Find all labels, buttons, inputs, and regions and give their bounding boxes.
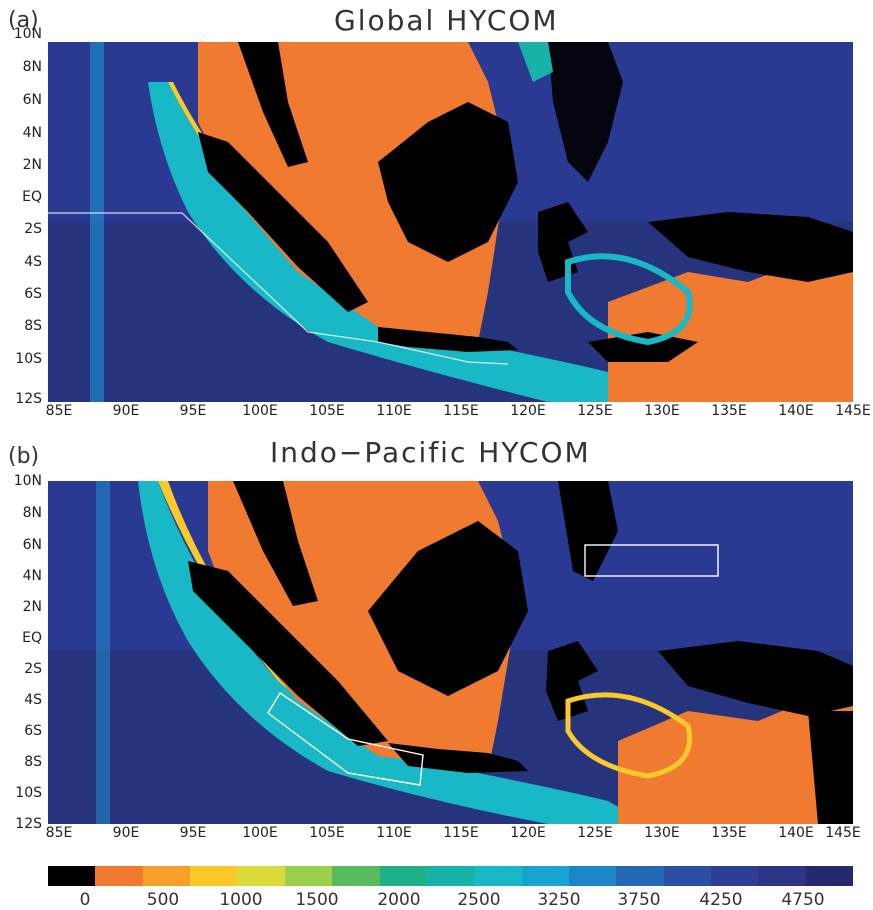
lon-label: 130E (644, 825, 680, 841)
lat-label: 6N (22, 92, 42, 108)
lat-label: 2N (22, 599, 42, 615)
map-global-hycom (48, 42, 853, 402)
bathymetry-map-a (48, 42, 853, 402)
lon-label: 110E (376, 403, 412, 419)
lon-label: 100E (242, 825, 278, 841)
colorbar-swatch (663, 866, 712, 886)
map-indo-pacific-hycom (48, 481, 853, 824)
panel-b-title: Indo−Pacific HYCOM (270, 436, 591, 469)
lat-label: 4S (24, 692, 42, 708)
lon-label: 125E (577, 403, 613, 419)
lon-label: 135E (711, 403, 747, 419)
panel-a-title: Global HYCOM (334, 4, 559, 37)
colorbar-swatch (758, 866, 806, 886)
colorbar-label: 4250 (699, 890, 743, 910)
colorbar-label: 2500 (457, 890, 501, 910)
colorbar-swatch (521, 866, 569, 886)
colorbar-swatch (568, 866, 617, 886)
colorbar-swatch (426, 866, 475, 886)
colorbar-swatch (95, 866, 143, 886)
lat-label: 8N (22, 59, 42, 75)
lat-label: 12S (15, 816, 42, 832)
lon-label: 120E (510, 825, 546, 841)
lon-label: 135E (711, 825, 747, 841)
lon-label: 130E (644, 403, 680, 419)
panel-a-letter: (a) (8, 8, 39, 33)
lon-label: 105E (309, 403, 345, 419)
colorbar-swatch (142, 866, 191, 886)
colorbar-swatch (332, 866, 380, 886)
lat-label: 10N (13, 473, 42, 489)
lat-label: 10S (15, 785, 42, 801)
colorbar-swatch (190, 866, 238, 886)
lon-label: 85E (45, 403, 73, 419)
colorbar-swatch (474, 866, 522, 886)
colorbar-swatch (379, 866, 427, 886)
lat-label: 10N (13, 26, 42, 42)
lon-label: 125E (577, 825, 613, 841)
lon-label: 90E (112, 403, 140, 419)
lon-label: 140E (778, 825, 814, 841)
lon-label: 95E (179, 825, 207, 841)
lat-label: 6S (24, 286, 42, 302)
lat-label: 10S (15, 351, 42, 367)
lon-label: 145E (835, 403, 871, 419)
lon-label: 110E (376, 825, 412, 841)
colorbar-label: 1000 (219, 890, 263, 910)
colorbar-label: 3750 (617, 890, 661, 910)
colorbar-label: 3250 (537, 890, 581, 910)
lat-label: 4N (22, 125, 42, 141)
colorbar-swatch (284, 866, 333, 886)
lat-label: EQ (22, 630, 42, 646)
colorbar-label: 500 (146, 890, 180, 910)
lon-label: 120E (510, 403, 546, 419)
colorbar-label: 1500 (295, 890, 339, 910)
lon-label: 145E (825, 825, 861, 841)
lon-label: 105E (309, 825, 345, 841)
lat-label: 2N (22, 157, 42, 173)
lon-label: 100E (242, 403, 278, 419)
lat-label: 8S (24, 318, 42, 334)
colorbar-label: 2000 (377, 890, 421, 910)
lon-label: 95E (179, 403, 207, 419)
lat-label: 6S (24, 723, 42, 739)
lat-label: EQ (22, 189, 42, 205)
bathymetry-map-b (48, 481, 853, 824)
lat-label: 4S (24, 254, 42, 270)
lat-label: 2S (24, 221, 42, 237)
depth-colorbar (48, 866, 854, 886)
colorbar-swatch (805, 866, 854, 886)
colorbar-swatch (616, 866, 664, 886)
lat-label: 8S (24, 754, 42, 770)
lat-label: 6N (22, 537, 42, 553)
lat-label: 8N (22, 505, 42, 521)
lon-label: 115E (443, 403, 479, 419)
lat-label: 4N (22, 568, 42, 584)
colorbar-swatch (711, 866, 759, 886)
lat-label: 2S (24, 661, 42, 677)
colorbar-swatch (48, 866, 96, 886)
lon-label: 85E (45, 825, 73, 841)
lat-label: 12S (15, 391, 42, 407)
lon-label: 140E (778, 403, 814, 419)
lon-label: 115E (443, 825, 479, 841)
colorbar-label: 4750 (781, 890, 825, 910)
lon-label: 90E (112, 825, 140, 841)
panel-b-letter: (b) (8, 444, 40, 469)
colorbar-label: 0 (79, 890, 91, 910)
colorbar-swatch (237, 866, 285, 886)
